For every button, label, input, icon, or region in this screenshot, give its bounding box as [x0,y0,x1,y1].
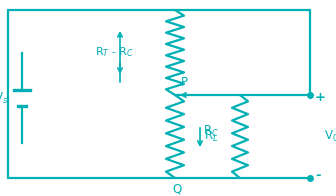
Text: Q: Q [172,183,182,196]
Text: -: - [315,170,321,182]
Text: P: P [181,76,188,89]
Text: V$_0$: V$_0$ [324,129,336,144]
Text: +: + [315,91,326,103]
Text: R$_T$ - R$_C$: R$_T$ - R$_C$ [95,46,135,59]
Text: V$_s$: V$_s$ [0,90,8,106]
Text: R$_L$: R$_L$ [204,129,218,144]
Text: R$_C$: R$_C$ [203,124,219,139]
